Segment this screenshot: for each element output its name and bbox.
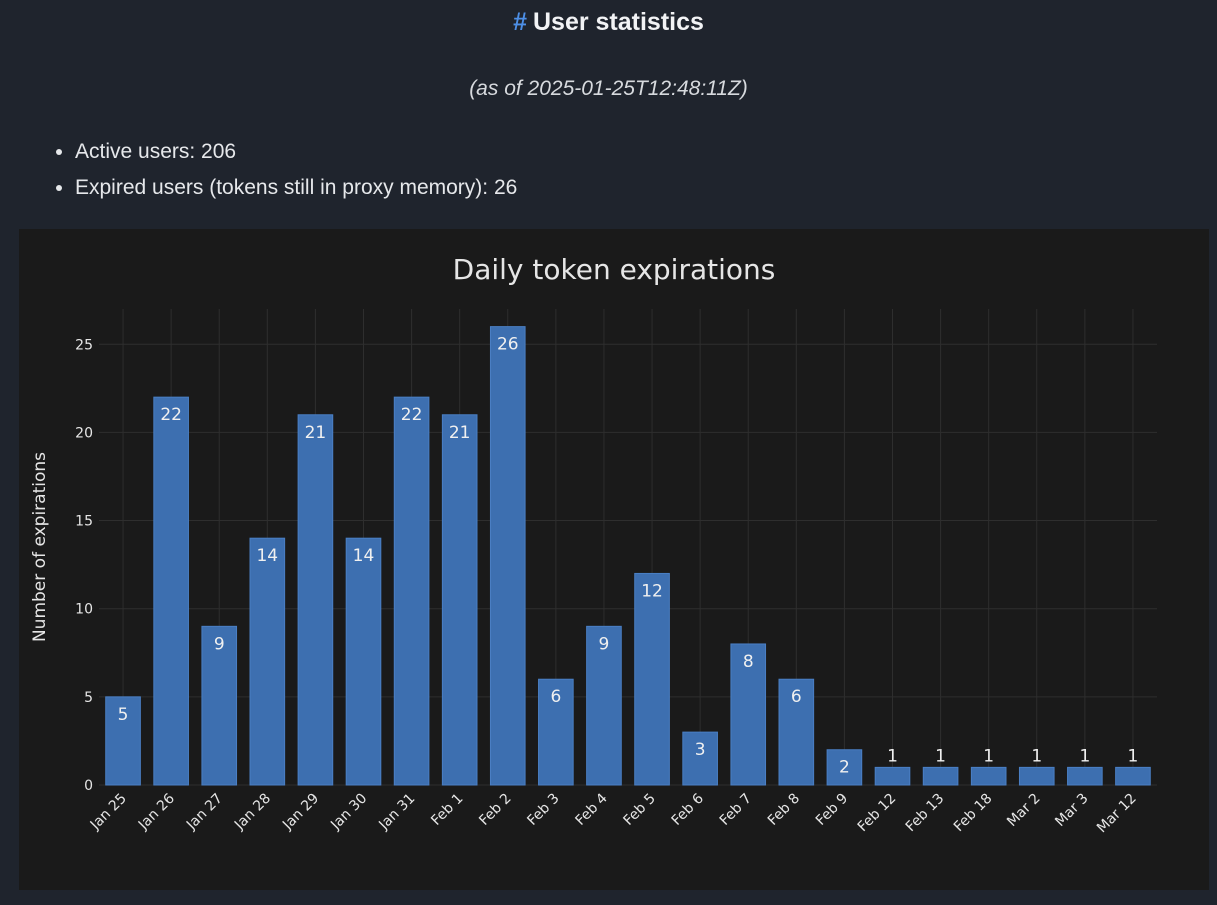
x-tick-label: Feb 18 (951, 791, 996, 836)
expired-users-item: Expired users (tokens still in proxy mem… (75, 170, 517, 206)
bar-value-label: 21 (449, 423, 471, 443)
bar (730, 643, 767, 786)
bar-value-label: 5 (118, 705, 129, 725)
bar-value-label: 12 (641, 581, 663, 601)
y-tick-label: 0 (84, 778, 93, 794)
bar-value-label: 3 (695, 740, 706, 760)
bar-value-label: 1 (935, 746, 946, 766)
bar (249, 537, 286, 786)
x-tick-label: Jan 30 (327, 791, 370, 834)
heading-hash: # (513, 8, 527, 36)
bar (1115, 766, 1151, 786)
x-tick-label: Mar 12 (1094, 791, 1140, 837)
bar (922, 766, 959, 786)
bar-value-label: 1 (887, 746, 898, 766)
x-tick-label: Jan 31 (375, 791, 418, 834)
stats-list: Active users: 206 Expired users (tokens … (48, 134, 517, 206)
bar (153, 396, 189, 786)
bar (441, 414, 478, 786)
bar (970, 766, 1007, 786)
bars (105, 326, 1151, 786)
y-axis-label: Number of expirations (30, 451, 50, 643)
x-tick-label: Feb 2 (476, 791, 514, 829)
bar-value-label: 1 (1128, 746, 1139, 766)
as-of-timestamp: (as of 2025-01-25T12:48:11Z) (469, 77, 748, 100)
x-tick-label: Jan 28 (231, 791, 274, 834)
x-tick-label: Mar 3 (1052, 791, 1091, 830)
bar-value-label: 1 (1079, 746, 1090, 766)
bar (682, 731, 718, 786)
x-tick-label: Feb 9 (813, 791, 851, 829)
page-title: User statistics (532, 8, 704, 36)
x-tick-label: Jan 27 (183, 791, 226, 834)
x-tick-label: Feb 7 (717, 791, 755, 829)
bar (634, 572, 670, 786)
bar-value-label: 1 (1031, 746, 1042, 766)
bar (826, 749, 863, 786)
bar (778, 678, 815, 786)
bar-value-label: 9 (599, 634, 610, 654)
x-tick-label: Feb 6 (669, 790, 707, 828)
y-tick-label: 5 (84, 690, 93, 706)
y-tick-label: 25 (75, 337, 93, 353)
bar-value-label: 9 (214, 634, 225, 654)
x-tick-label: Jan 26 (135, 790, 178, 833)
bar (586, 625, 622, 786)
bar-value-label: 14 (353, 546, 375, 566)
x-tick-label: Feb 13 (903, 791, 948, 836)
x-tick-label: Feb 8 (765, 791, 803, 829)
bar (105, 696, 141, 786)
y-tick-label: 10 (75, 602, 93, 618)
x-tick-label: Jan 25 (87, 791, 130, 834)
bar-value-label: 21 (305, 423, 327, 443)
bar-value-label: 6 (550, 687, 561, 707)
bar-value-label: 22 (160, 405, 182, 425)
y-tick-label: 20 (75, 425, 93, 441)
bar (874, 766, 911, 786)
bar (489, 326, 526, 786)
bar-value-label: 6 (791, 687, 802, 707)
bar-value-label: 22 (401, 405, 423, 425)
bar-value-label: 1 (983, 746, 994, 766)
bar (1067, 766, 1103, 786)
bar-value-label: 2 (839, 758, 850, 778)
x-tick-labels: Jan 25 Jan 26 Jan 27 Jan 28 Jan 29 Jan 30 Jan … (87, 790, 1140, 836)
active-users-item: Active users: 206 (75, 134, 517, 170)
bar-value-label: 26 (497, 335, 519, 355)
bar-value-label: 14 (256, 546, 278, 566)
bar (538, 678, 574, 786)
x-tick-label: Feb 4 (572, 790, 610, 828)
bar (345, 537, 382, 786)
chart-panel: 5 22 9 14 21 14 22 21 26 6 9 12 3 8 6 2 1 1 1 1 1 1 0 5 10 15 20 2… (19, 229, 1209, 890)
bar (393, 396, 430, 786)
chart-title: Daily token expirations (452, 253, 776, 286)
y-tick-label: 15 (75, 514, 93, 530)
x-tick-label: Feb 3 (524, 791, 562, 829)
bar (1018, 766, 1055, 786)
bar-value-label: 8 (743, 652, 754, 672)
page-heading: # User statistics (0, 8, 1217, 37)
bar (201, 625, 238, 786)
x-tick-label: Feb 5 (621, 791, 659, 829)
bar (297, 414, 334, 786)
x-tick-label: Feb 1 (428, 791, 466, 829)
x-tick-label: Feb 12 (855, 791, 900, 836)
y-tick-labels: 0 5 10 15 20 25 (75, 337, 93, 794)
x-tick-label: Jan 29 (279, 791, 322, 834)
x-tick-label: Mar 2 (1004, 791, 1043, 830)
